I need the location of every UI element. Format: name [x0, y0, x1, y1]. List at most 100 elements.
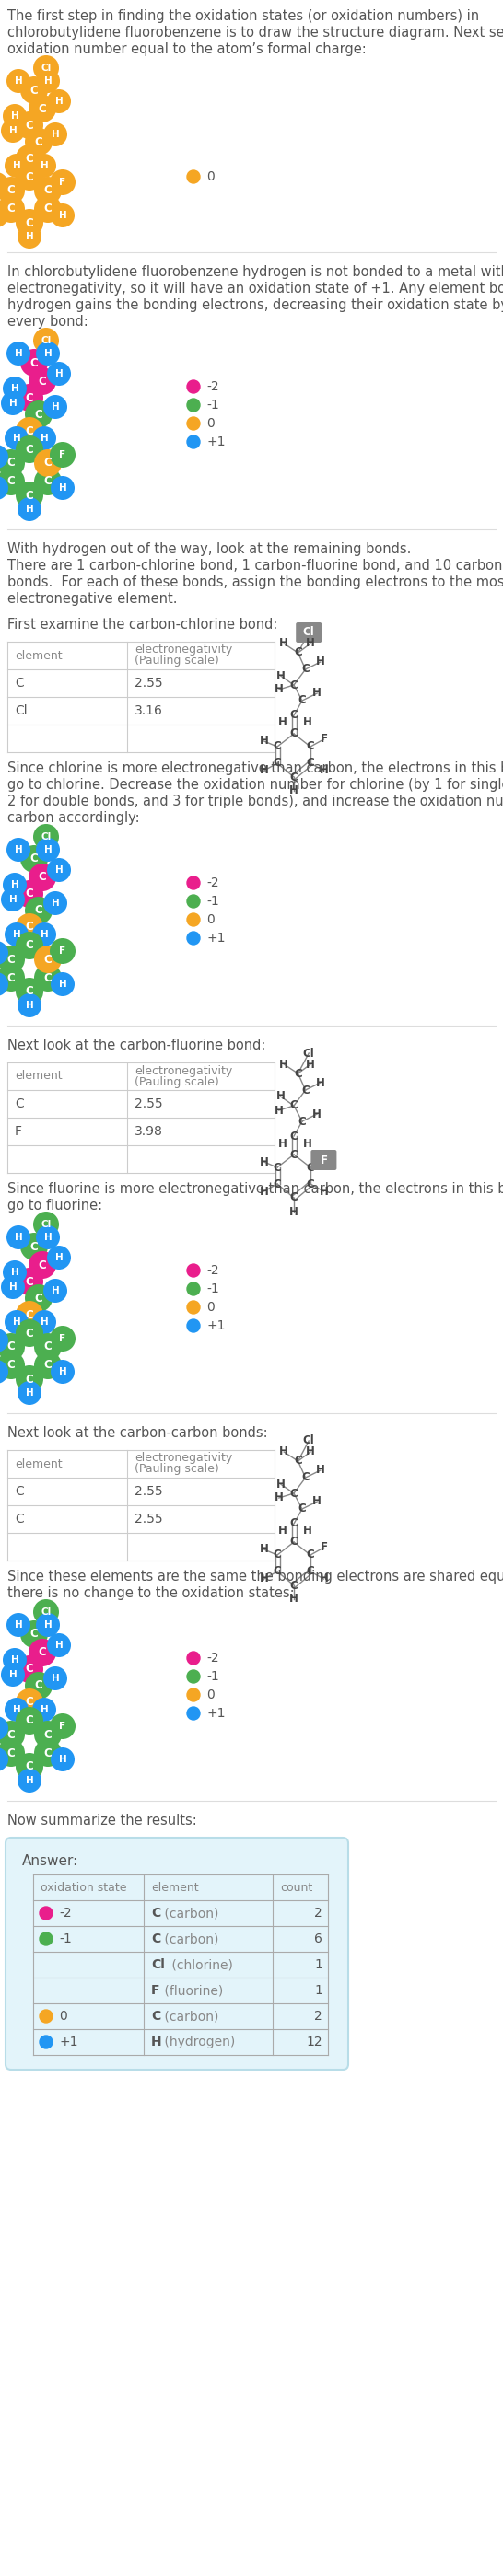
Circle shape [16, 482, 43, 510]
Circle shape [34, 178, 62, 204]
Text: 3.98: 3.98 [134, 1126, 163, 1139]
Circle shape [16, 914, 43, 940]
Circle shape [187, 933, 200, 945]
Text: -1: -1 [59, 1932, 71, 1945]
Circle shape [0, 448, 25, 477]
Text: C: C [306, 1177, 314, 1190]
Text: (fluorine): (fluorine) [160, 1984, 223, 1996]
Text: H: H [55, 1641, 63, 1649]
Circle shape [34, 963, 62, 992]
Text: 2.55: 2.55 [134, 1512, 162, 1525]
Circle shape [0, 1334, 25, 1360]
Text: -1: -1 [206, 1669, 219, 1682]
Circle shape [34, 1334, 62, 1360]
Text: H: H [319, 1574, 328, 1584]
Text: C: C [301, 1471, 309, 1484]
Text: C: C [26, 170, 34, 183]
Text: C: C [38, 103, 46, 113]
Circle shape [1, 118, 25, 142]
Text: H: H [13, 930, 21, 940]
Text: -2: -2 [206, 876, 219, 889]
Text: C: C [44, 1728, 52, 1741]
Text: H: H [260, 1543, 269, 1556]
Text: C: C [44, 953, 52, 966]
Text: -2: -2 [206, 1265, 219, 1278]
Text: C: C [298, 1115, 306, 1128]
Circle shape [33, 1600, 59, 1625]
Text: C: C [30, 355, 38, 368]
Circle shape [34, 945, 62, 974]
Circle shape [34, 448, 62, 477]
Text: C: C [15, 677, 24, 690]
Circle shape [16, 144, 43, 173]
Text: element: element [15, 1458, 62, 1471]
Text: H: H [44, 77, 52, 85]
Circle shape [51, 971, 74, 997]
Text: -1: -1 [206, 399, 219, 412]
Text: C: C [290, 1193, 298, 1203]
FancyBboxPatch shape [296, 623, 322, 641]
Text: C: C [273, 1162, 281, 1175]
Text: C: C [7, 456, 15, 469]
Text: hydrogen gains the bonding electrons, decreasing their oxidation state by 1 for: hydrogen gains the bonding electrons, de… [8, 299, 503, 312]
Circle shape [18, 497, 41, 520]
Circle shape [16, 1656, 43, 1682]
Text: H: H [9, 1283, 17, 1291]
Text: C: C [26, 425, 34, 438]
Text: C: C [273, 1548, 281, 1561]
Text: chlorobutylidene fluorobenzene is to draw the structure diagram. Next set every: chlorobutylidene fluorobenzene is to dra… [8, 26, 503, 39]
Text: C: C [44, 971, 52, 984]
Text: H: H [59, 1368, 67, 1376]
Text: C: C [273, 757, 281, 770]
Text: H: H [289, 1592, 298, 1605]
Circle shape [25, 399, 52, 428]
Circle shape [51, 477, 74, 500]
Text: C: C [306, 1162, 314, 1175]
Circle shape [16, 1365, 43, 1394]
Text: H: H [276, 1090, 285, 1103]
Circle shape [0, 940, 8, 966]
Text: C: C [38, 871, 46, 884]
Circle shape [33, 54, 59, 80]
Text: Cl: Cl [303, 1435, 315, 1448]
Text: element: element [15, 649, 62, 662]
Circle shape [43, 394, 67, 420]
Circle shape [0, 196, 25, 222]
Text: H: H [13, 1705, 21, 1713]
Text: C: C [26, 1309, 34, 1321]
Circle shape [16, 1708, 43, 1734]
Circle shape [25, 896, 52, 925]
Text: H: H [260, 1185, 269, 1198]
Text: C: C [30, 1242, 38, 1252]
Circle shape [0, 1360, 8, 1383]
Circle shape [25, 129, 52, 155]
Circle shape [20, 77, 48, 103]
Text: C: C [290, 1579, 298, 1592]
Text: H: H [55, 368, 63, 379]
Text: With hydrogen out of the way, look at the remaining bonds.: With hydrogen out of the way, look at th… [8, 544, 411, 556]
Text: C: C [151, 1932, 160, 1945]
Text: H: H [9, 399, 17, 407]
Circle shape [51, 204, 74, 227]
Text: C: C [7, 1342, 15, 1352]
Text: Cl: Cl [151, 1958, 165, 1971]
Text: C: C [294, 1066, 302, 1079]
Text: In chlorobutylidene fluorobenzene hydrogen is not bonded to a metal with lower: In chlorobutylidene fluorobenzene hydrog… [8, 265, 503, 278]
Text: C: C [290, 1517, 298, 1530]
Text: Cl: Cl [41, 1221, 51, 1229]
Text: 1: 1 [314, 1958, 322, 1971]
Text: C: C [301, 665, 309, 675]
Circle shape [47, 90, 71, 113]
Text: H: H [278, 716, 287, 729]
Text: Cl: Cl [41, 335, 51, 345]
Text: (Pauling scale): (Pauling scale) [134, 1463, 219, 1476]
Text: H: H [11, 1267, 19, 1278]
Circle shape [20, 1234, 48, 1260]
Text: C: C [7, 1728, 15, 1741]
Text: H: H [316, 1077, 325, 1090]
Circle shape [5, 1311, 29, 1334]
Text: H: H [11, 111, 19, 121]
Circle shape [16, 384, 43, 412]
Circle shape [7, 1226, 30, 1249]
Circle shape [16, 1687, 43, 1716]
